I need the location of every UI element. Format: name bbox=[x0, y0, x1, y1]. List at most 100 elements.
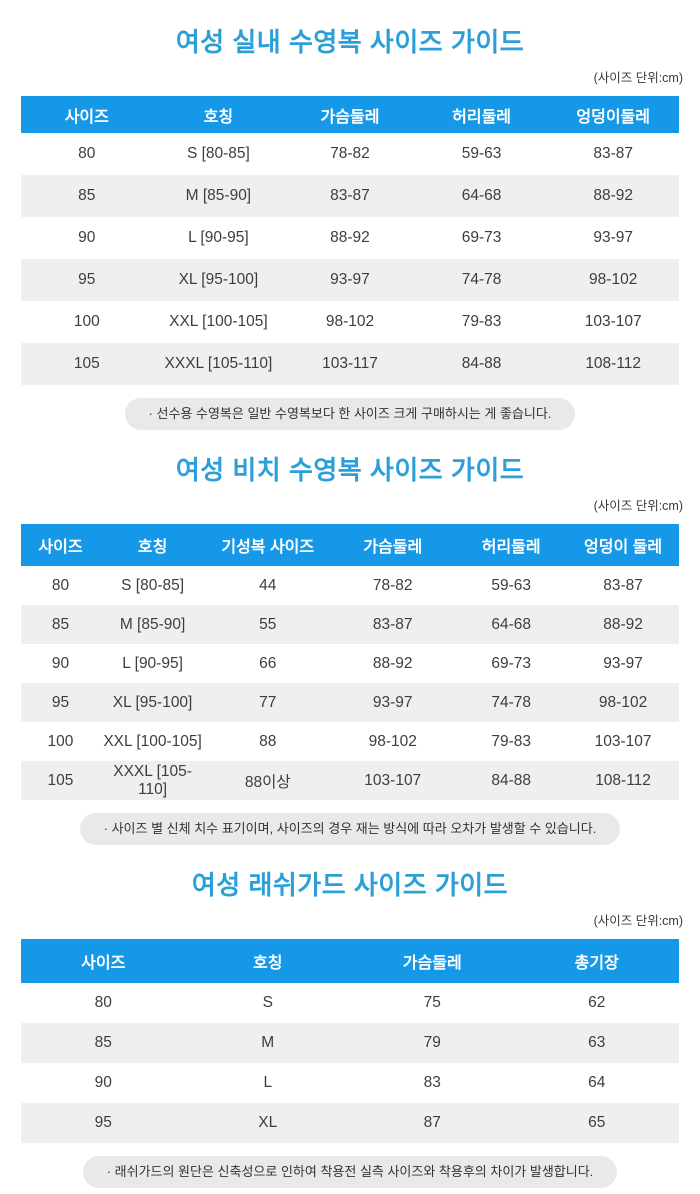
table-cell: 88 bbox=[259, 732, 277, 750]
table-cell: 98-102 bbox=[589, 271, 638, 288]
table-cell: 90 bbox=[51, 654, 70, 672]
table-row: 85 M 79 63 bbox=[21, 1023, 679, 1063]
table-cell: XXL [100-105] bbox=[169, 313, 268, 330]
table-cell: 44 bbox=[259, 576, 277, 594]
table-header-row: 사이즈 호칭 가슴둘레 총기장 bbox=[21, 939, 679, 983]
table-cell: 93-97 bbox=[372, 693, 413, 711]
table-row: 105 XXXL [105-110] 88이상 103-107 84-88 108-112 bbox=[21, 761, 679, 800]
table-cell: 83-87 bbox=[372, 615, 413, 633]
table-cell: 100 bbox=[73, 313, 100, 330]
table-cell: 74-78 bbox=[491, 693, 531, 711]
table-cell: 88이상 bbox=[244, 773, 291, 791]
table-cell: 59-63 bbox=[491, 576, 531, 594]
column-header: 호칭 bbox=[99, 524, 206, 566]
table-cell: M [85-90] bbox=[119, 615, 186, 633]
column-header: 사이즈 bbox=[21, 939, 186, 983]
column-header: 총기장 bbox=[514, 939, 679, 983]
table-cell: 88-92 bbox=[603, 615, 643, 633]
table-row: 85 M [85-90] 55 83-87 64-68 88-92 bbox=[21, 605, 679, 644]
table-cell: 95 bbox=[78, 271, 96, 288]
table-cell: 83-87 bbox=[603, 576, 643, 594]
table-cell: 63 bbox=[588, 1034, 606, 1051]
table-cell: 98-102 bbox=[598, 693, 648, 711]
column-header: 허리둘레 bbox=[415, 96, 548, 133]
table-cell: 78-82 bbox=[372, 576, 413, 594]
table-cell: 80 bbox=[94, 994, 112, 1011]
table-cell: 105 bbox=[47, 771, 74, 789]
page-title: 여성 비치 수영복 사이즈 가이드 bbox=[175, 455, 525, 485]
table-cell: 103-117 bbox=[322, 355, 378, 372]
table-cell: L [90-95] bbox=[188, 229, 249, 246]
table-cell: 64-68 bbox=[491, 615, 531, 633]
page-title: 여성 실내 수영복 사이즈 가이드 bbox=[175, 27, 525, 57]
table-cell: 84-88 bbox=[461, 355, 502, 372]
note-row: · 선수용 수영복은 일반 수영복보다 한 사이즈 크게 구매하시는 게 좋습니… bbox=[0, 398, 700, 430]
table-cell: 93-97 bbox=[603, 654, 643, 672]
column-header: 엉덩이 둘레 bbox=[567, 524, 679, 566]
column-header: 가슴둘레 bbox=[350, 939, 515, 983]
table-cell: 83-87 bbox=[330, 187, 370, 204]
table-cell: 105 bbox=[73, 355, 100, 372]
table-cell: 78-82 bbox=[330, 145, 370, 162]
column-header: 기성복 사이즈 bbox=[205, 524, 331, 566]
unit-label: (사이즈 단위:cm) bbox=[593, 914, 683, 928]
table-cell: 80 bbox=[78, 145, 96, 162]
column-header: 허리둘레 bbox=[455, 524, 568, 566]
table-cell: M bbox=[261, 1034, 275, 1051]
note-row: · 사이즈 별 신체 치수 표기이며, 사이즈의 경우 재는 방식에 따라 오차… bbox=[0, 813, 700, 845]
table-row: 95 XL [95-100] 93-97 74-78 98-102 bbox=[21, 259, 679, 301]
rashguard-size-table: 사이즈 호칭 가슴둘레 총기장 80 S 75 62 85 M 79 63 90 L 83 64 95 XL 87 6… bbox=[21, 939, 679, 1143]
table-cell: 75 bbox=[423, 994, 441, 1011]
note-pill: · 선수용 수영복은 일반 수영복보다 한 사이즈 크게 구매하시는 게 좋습니… bbox=[124, 398, 576, 430]
table-header-row: 사이즈 호칭 기성복 사이즈 가슴둘레 허리둘레 엉덩이 둘레 bbox=[21, 524, 679, 566]
column-header: 호칭 bbox=[152, 96, 285, 133]
table-cell: 79 bbox=[423, 1034, 441, 1051]
table-cell: 88-92 bbox=[372, 654, 413, 672]
table-cell: 90 bbox=[78, 229, 96, 246]
table-cell: S [80-85] bbox=[186, 145, 250, 162]
section-indoor-swimsuit: 여성 실내 수영복 사이즈 가이드 (사이즈 단위:cm) 사이즈 호칭 가슴둘레 허… bbox=[0, 26, 700, 430]
unit-label: (사이즈 단위:cm) bbox=[593, 71, 683, 85]
table-cell: 85 bbox=[51, 615, 70, 633]
table-cell: 108-112 bbox=[585, 355, 642, 372]
table-cell: 64-68 bbox=[461, 187, 502, 204]
indoor-swimsuit-size-table: 사이즈 호칭 가슴둘레 허리둘레 엉덩이둘레 80 S [80-85] 78-82 59-63 8… bbox=[21, 96, 679, 385]
table-row: 95 XL [95-100] 77 93-97 74-78 98-102 bbox=[21, 683, 679, 722]
section-rashguard: 여성 래쉬가드 사이즈 가이드 (사이즈 단위:cm) 사이즈 호칭 가슴둘레 총기장… bbox=[0, 869, 700, 1188]
table-row: 90 L [90-95] 88-92 69-73 93-97 bbox=[21, 217, 679, 259]
table-cell: 95 bbox=[51, 693, 70, 711]
table-row: 100 XXL [100-105] 98-102 79-83 103-107 bbox=[21, 301, 679, 343]
table-row: 95 XL 87 65 bbox=[21, 1103, 679, 1143]
table-cell: 65 bbox=[588, 1114, 606, 1131]
table-cell: 85 bbox=[78, 187, 96, 204]
table-cell: XL [95-100] bbox=[178, 271, 259, 288]
table-cell: 79-83 bbox=[491, 732, 531, 750]
table-cell: 93-97 bbox=[330, 271, 370, 288]
table-cell: M [85-90] bbox=[185, 187, 252, 204]
table-cell: S [80-85] bbox=[121, 576, 185, 594]
table-cell: 103-107 bbox=[594, 732, 652, 750]
table-cell: 103-107 bbox=[364, 771, 422, 789]
table-row: 80 S 75 62 bbox=[21, 983, 679, 1023]
table-cell: XXXL [105-110] bbox=[113, 762, 192, 798]
table-cell: 98-102 bbox=[368, 732, 417, 750]
unit-label: (사이즈 단위:cm) bbox=[593, 499, 683, 513]
table-cell: XXXL [105-110] bbox=[164, 355, 273, 372]
table-cell: L [90-95] bbox=[122, 654, 183, 672]
table-cell: L bbox=[263, 1074, 273, 1091]
table-cell: S bbox=[262, 994, 273, 1011]
table-row: 105 XXXL [105-110] 103-117 84-88 108-112 bbox=[21, 343, 679, 385]
note-pill: · 래쉬가드의 원단은 신축성으로 인하여 착용전 실측 사이즈와 착용후의 차… bbox=[82, 1156, 618, 1188]
column-header: 엉덩이둘레 bbox=[547, 96, 679, 133]
column-header: 가슴둘레 bbox=[330, 524, 456, 566]
table-cell: 103-107 bbox=[584, 313, 642, 330]
table-cell: 88-92 bbox=[593, 187, 634, 204]
column-header: 사이즈 bbox=[21, 96, 153, 133]
table-cell: 80 bbox=[51, 576, 70, 594]
table-cell: XXL [100-105] bbox=[103, 732, 202, 750]
table-cell: 55 bbox=[259, 615, 277, 633]
page-title: 여성 래쉬가드 사이즈 가이드 bbox=[191, 870, 509, 900]
table-cell: 74-78 bbox=[461, 271, 502, 288]
table-cell: 84-88 bbox=[491, 771, 531, 789]
table-cell: 83 bbox=[423, 1074, 441, 1091]
